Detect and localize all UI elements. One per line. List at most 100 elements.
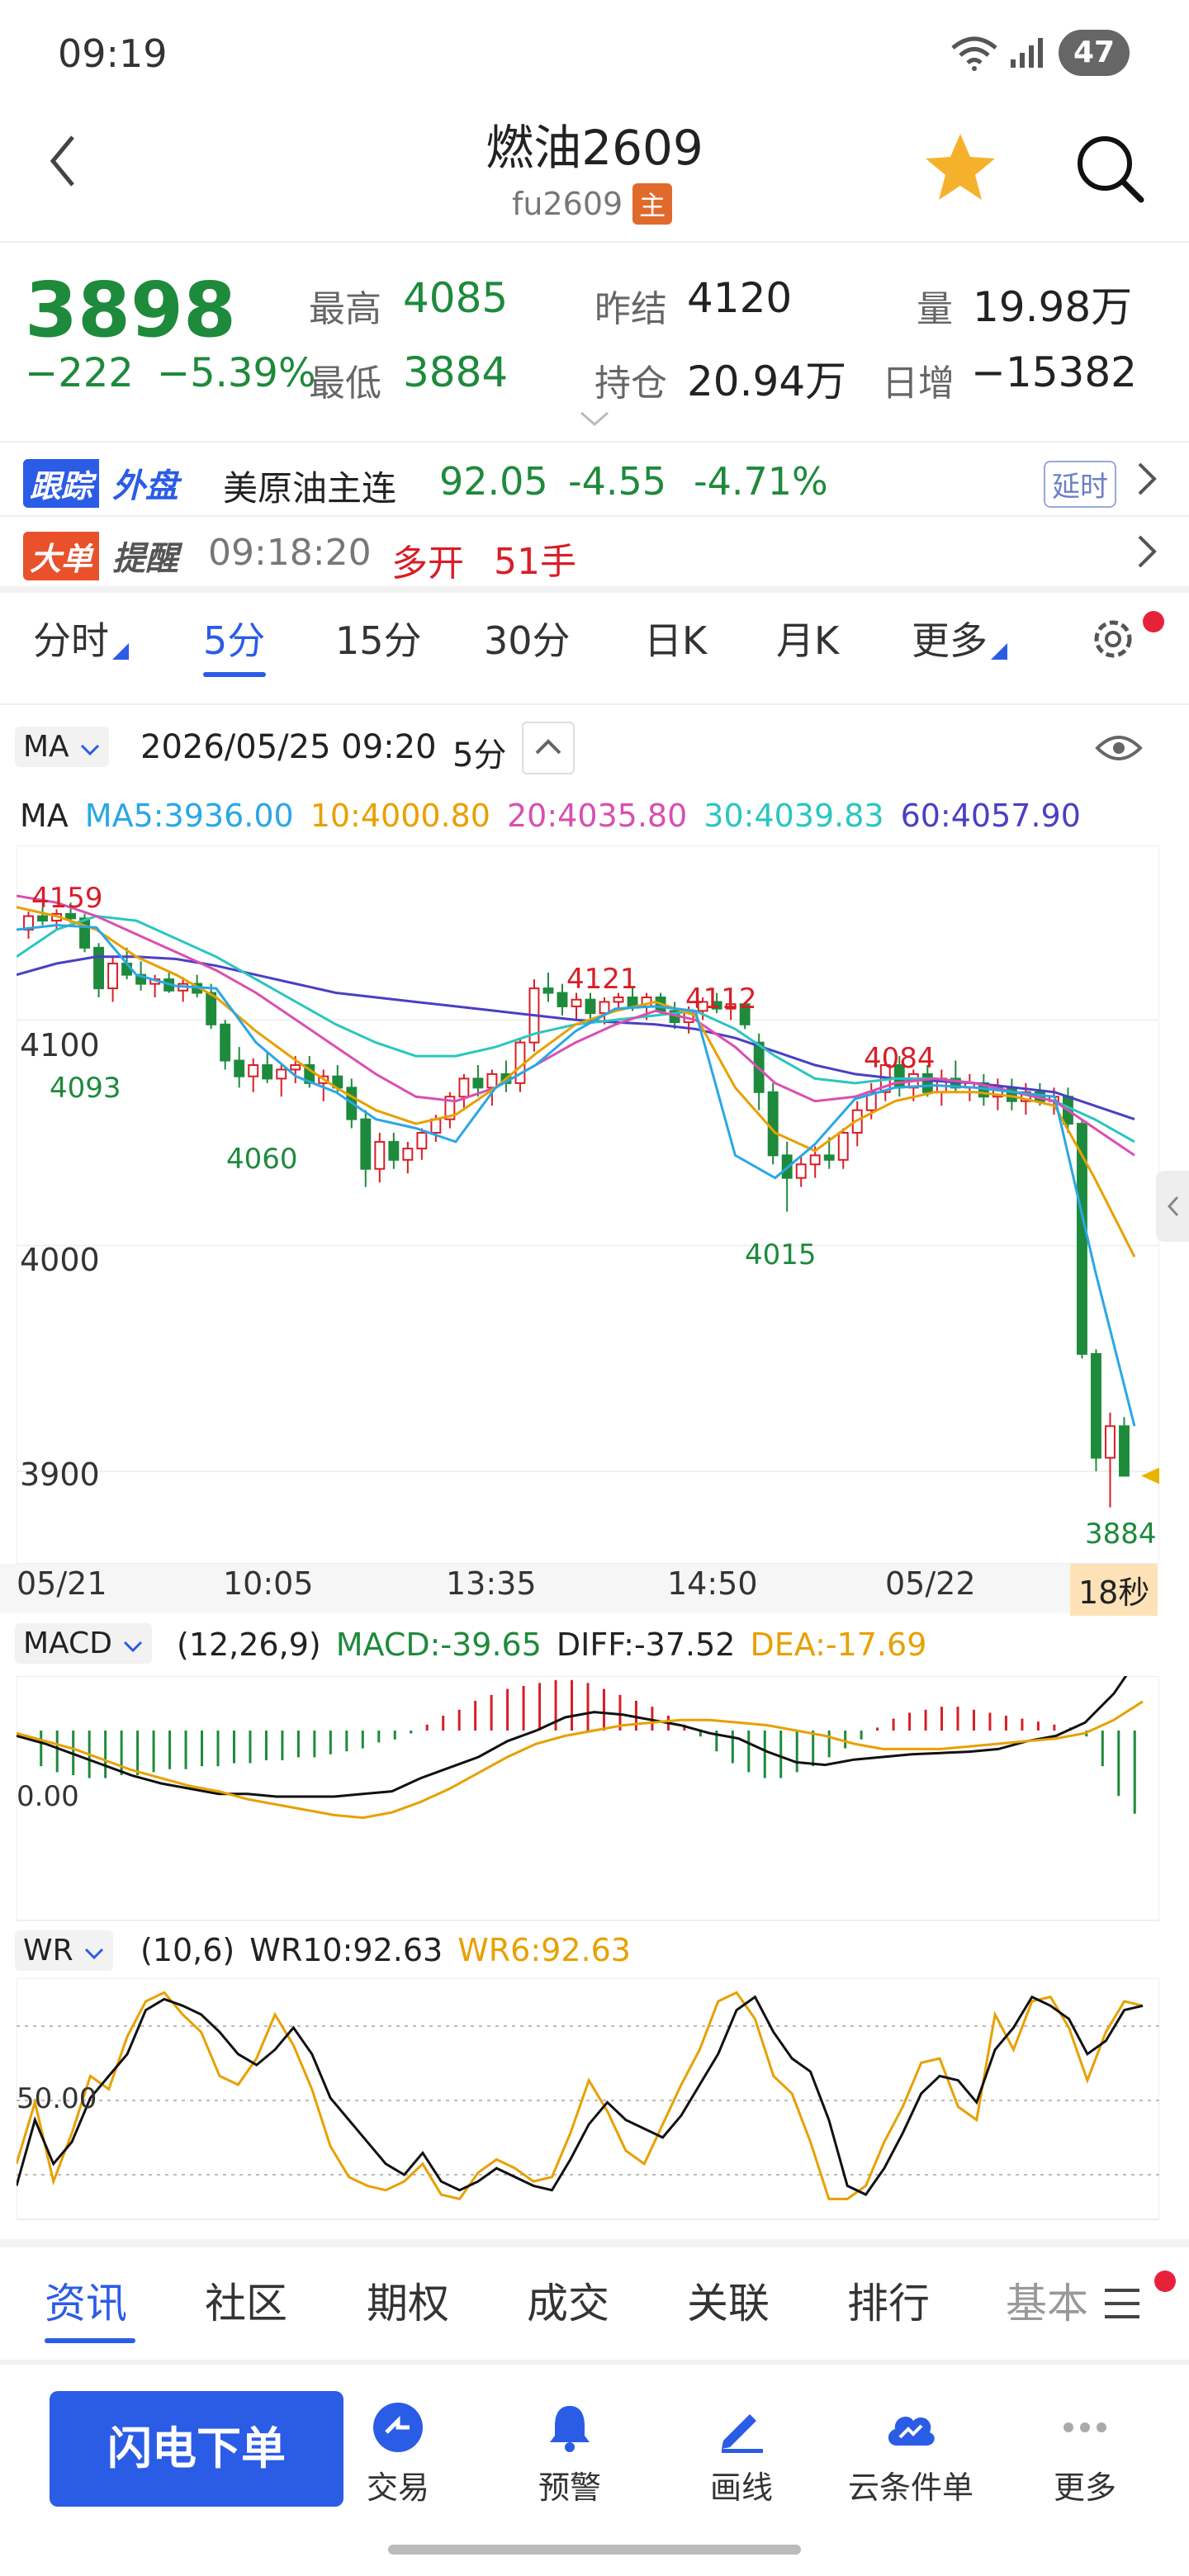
candle: [79, 917, 91, 949]
candle: [107, 963, 119, 990]
collapse-button[interactable]: [522, 722, 575, 774]
search-icon[interactable]: [1072, 130, 1146, 208]
prev-settle-label: 昨结: [594, 288, 667, 330]
candle: [711, 1001, 722, 1010]
chart-period: 5分: [452, 736, 507, 774]
candle: [458, 1077, 470, 1098]
dropdown-triangle-icon: [112, 643, 129, 663]
status-time: 09:19: [58, 31, 168, 76]
wr6-line: [17, 1991, 1144, 2201]
visibility-eye-icon[interactable]: [1095, 732, 1143, 768]
favorite-star-icon[interactable]: [923, 130, 997, 205]
back-button[interactable]: [46, 132, 79, 193]
flash-order-button[interactable]: 闪电下单: [50, 2391, 343, 2507]
candle: [1091, 1352, 1101, 1459]
bottom-tabs-divider-top: [0, 2239, 1189, 2247]
dea-line: [17, 1700, 1144, 1820]
tab-label: 基本: [1006, 2280, 1088, 2327]
candle: [262, 1064, 273, 1080]
candle: [767, 1091, 779, 1157]
macd-select[interactable]: MACD: [15, 1623, 152, 1664]
tab-label: 月K: [776, 618, 840, 663]
side-drawer-handle[interactable]: [1156, 1171, 1189, 1242]
tab-related[interactable]: 关联: [687, 2271, 770, 2330]
tab-more[interactable]: 更多: [912, 611, 1007, 665]
home-indicator: [388, 2545, 801, 2555]
tab-month-k[interactable]: 月K: [776, 611, 839, 665]
candle: [921, 1073, 933, 1093]
macd-zero-label: 0.00: [17, 1780, 79, 1813]
tab-label: 关联: [687, 2280, 770, 2327]
tab-timeshare[interactable]: 分时: [33, 611, 129, 665]
candle: [809, 1154, 821, 1166]
tab-options[interactable]: 期权: [367, 2271, 449, 2330]
high-value: 4085: [403, 274, 509, 322]
cloud-order-button[interactable]: 云条件单: [842, 2401, 979, 2507]
draw-line-button[interactable]: 画线: [690, 2401, 793, 2507]
candle: [220, 1023, 231, 1062]
candle: [627, 997, 638, 1007]
external-percent: -4.71%: [694, 459, 828, 504]
chevron-down-icon: [83, 1934, 105, 1968]
alert-action: 多开: [391, 542, 464, 585]
wr-chart: [17, 1978, 1159, 2220]
bell-icon: [519, 2401, 621, 2457]
last-price-marker: [1141, 1467, 1159, 1485]
tab-5min[interactable]: 5分: [203, 611, 266, 677]
ma-legend-label: MA: [20, 798, 69, 834]
tab-community[interactable]: 社区: [205, 2271, 287, 2330]
tab-label: 更多: [912, 618, 988, 663]
candle: [613, 997, 624, 1003]
tab-ranking[interactable]: 排行: [847, 2271, 930, 2330]
big-order-alert-row[interactable]: 大单 提醒 09:18:20 多开 51手: [0, 519, 1189, 586]
alert-time: 09:18:20: [208, 532, 372, 574]
tab-news[interactable]: 资讯: [45, 2271, 135, 2343]
ma30-legend: 30:4039.83: [703, 798, 884, 834]
tab-fundamentals[interactable]: 基本: [1006, 2271, 1088, 2330]
tab-30min[interactable]: 30分: [484, 611, 571, 665]
x-tick-1450: 14:50: [667, 1565, 758, 1602]
external-name: 美原油主连: [223, 468, 397, 509]
external-market-row[interactable]: 跟踪 外盘 美原油主连 92.05 -4.55 -4.71% 延时: [0, 446, 1189, 514]
contract-code-text: fu2609: [512, 186, 623, 222]
wr-select[interactable]: WR: [15, 1930, 113, 1971]
tabs-divider: [0, 703, 1189, 705]
wifi-icon: [950, 35, 999, 74]
indicator-select[interactable]: MA: [15, 727, 109, 767]
candle: [697, 1001, 708, 1012]
expand-chevron-icon[interactable]: [578, 410, 611, 431]
tab-trades[interactable]: 成交: [527, 2271, 609, 2330]
diff-line: [17, 1676, 1128, 1798]
big-order-tag: 大单: [23, 532, 100, 580]
settings-gear-icon[interactable]: [1088, 611, 1164, 667]
low-label: 最低: [309, 362, 381, 405]
foreign-tag: 外盘: [112, 467, 178, 505]
tab-label: 期权: [367, 2280, 449, 2327]
candle: [206, 992, 217, 1025]
external-price: 92.05: [439, 459, 548, 504]
alert-button[interactable]: 预警: [519, 2401, 621, 2507]
trade-label: 交易: [366, 2469, 429, 2506]
macd-legend: (12,26,9) MACD:-39.65 DIFF:-37.52 DEA:-1…: [177, 1627, 926, 1663]
more-button[interactable]: 更多: [1034, 2401, 1136, 2507]
chevron-down-icon: [79, 730, 101, 764]
annotation-4112: 4112: [685, 983, 757, 1016]
candlestick-chart[interactable]: [17, 845, 1159, 1564]
trade-button[interactable]: 交易: [347, 2401, 449, 2507]
cloud-order-label: 云条件单: [847, 2469, 973, 2506]
active-tab-underline: [203, 672, 266, 677]
macd-dea: DEA:-17.69: [750, 1627, 927, 1663]
ma20-legend: 20:4035.80: [506, 798, 688, 834]
tab-15min[interactable]: 15分: [335, 611, 422, 665]
last-price: 3898: [25, 266, 237, 354]
ma-legend: MA MA5:3936.00 10:4000.80 20:4035.80 30:…: [20, 798, 1081, 834]
external-divider: [0, 515, 1189, 517]
candle: [1077, 1123, 1087, 1355]
info-tabs: 资讯 社区 期权 成交 关联 排行 基本: [0, 2247, 1189, 2355]
open-interest-value: 20.94万: [687, 358, 847, 405]
tab-day-k[interactable]: 日K: [644, 611, 707, 665]
wr6-value: WR6:92.63: [457, 1932, 631, 1968]
annotation-4121: 4121: [566, 963, 638, 996]
chevron-right-icon: [1136, 533, 1158, 573]
tabs-menu-icon[interactable]: [1101, 2271, 1176, 2325]
